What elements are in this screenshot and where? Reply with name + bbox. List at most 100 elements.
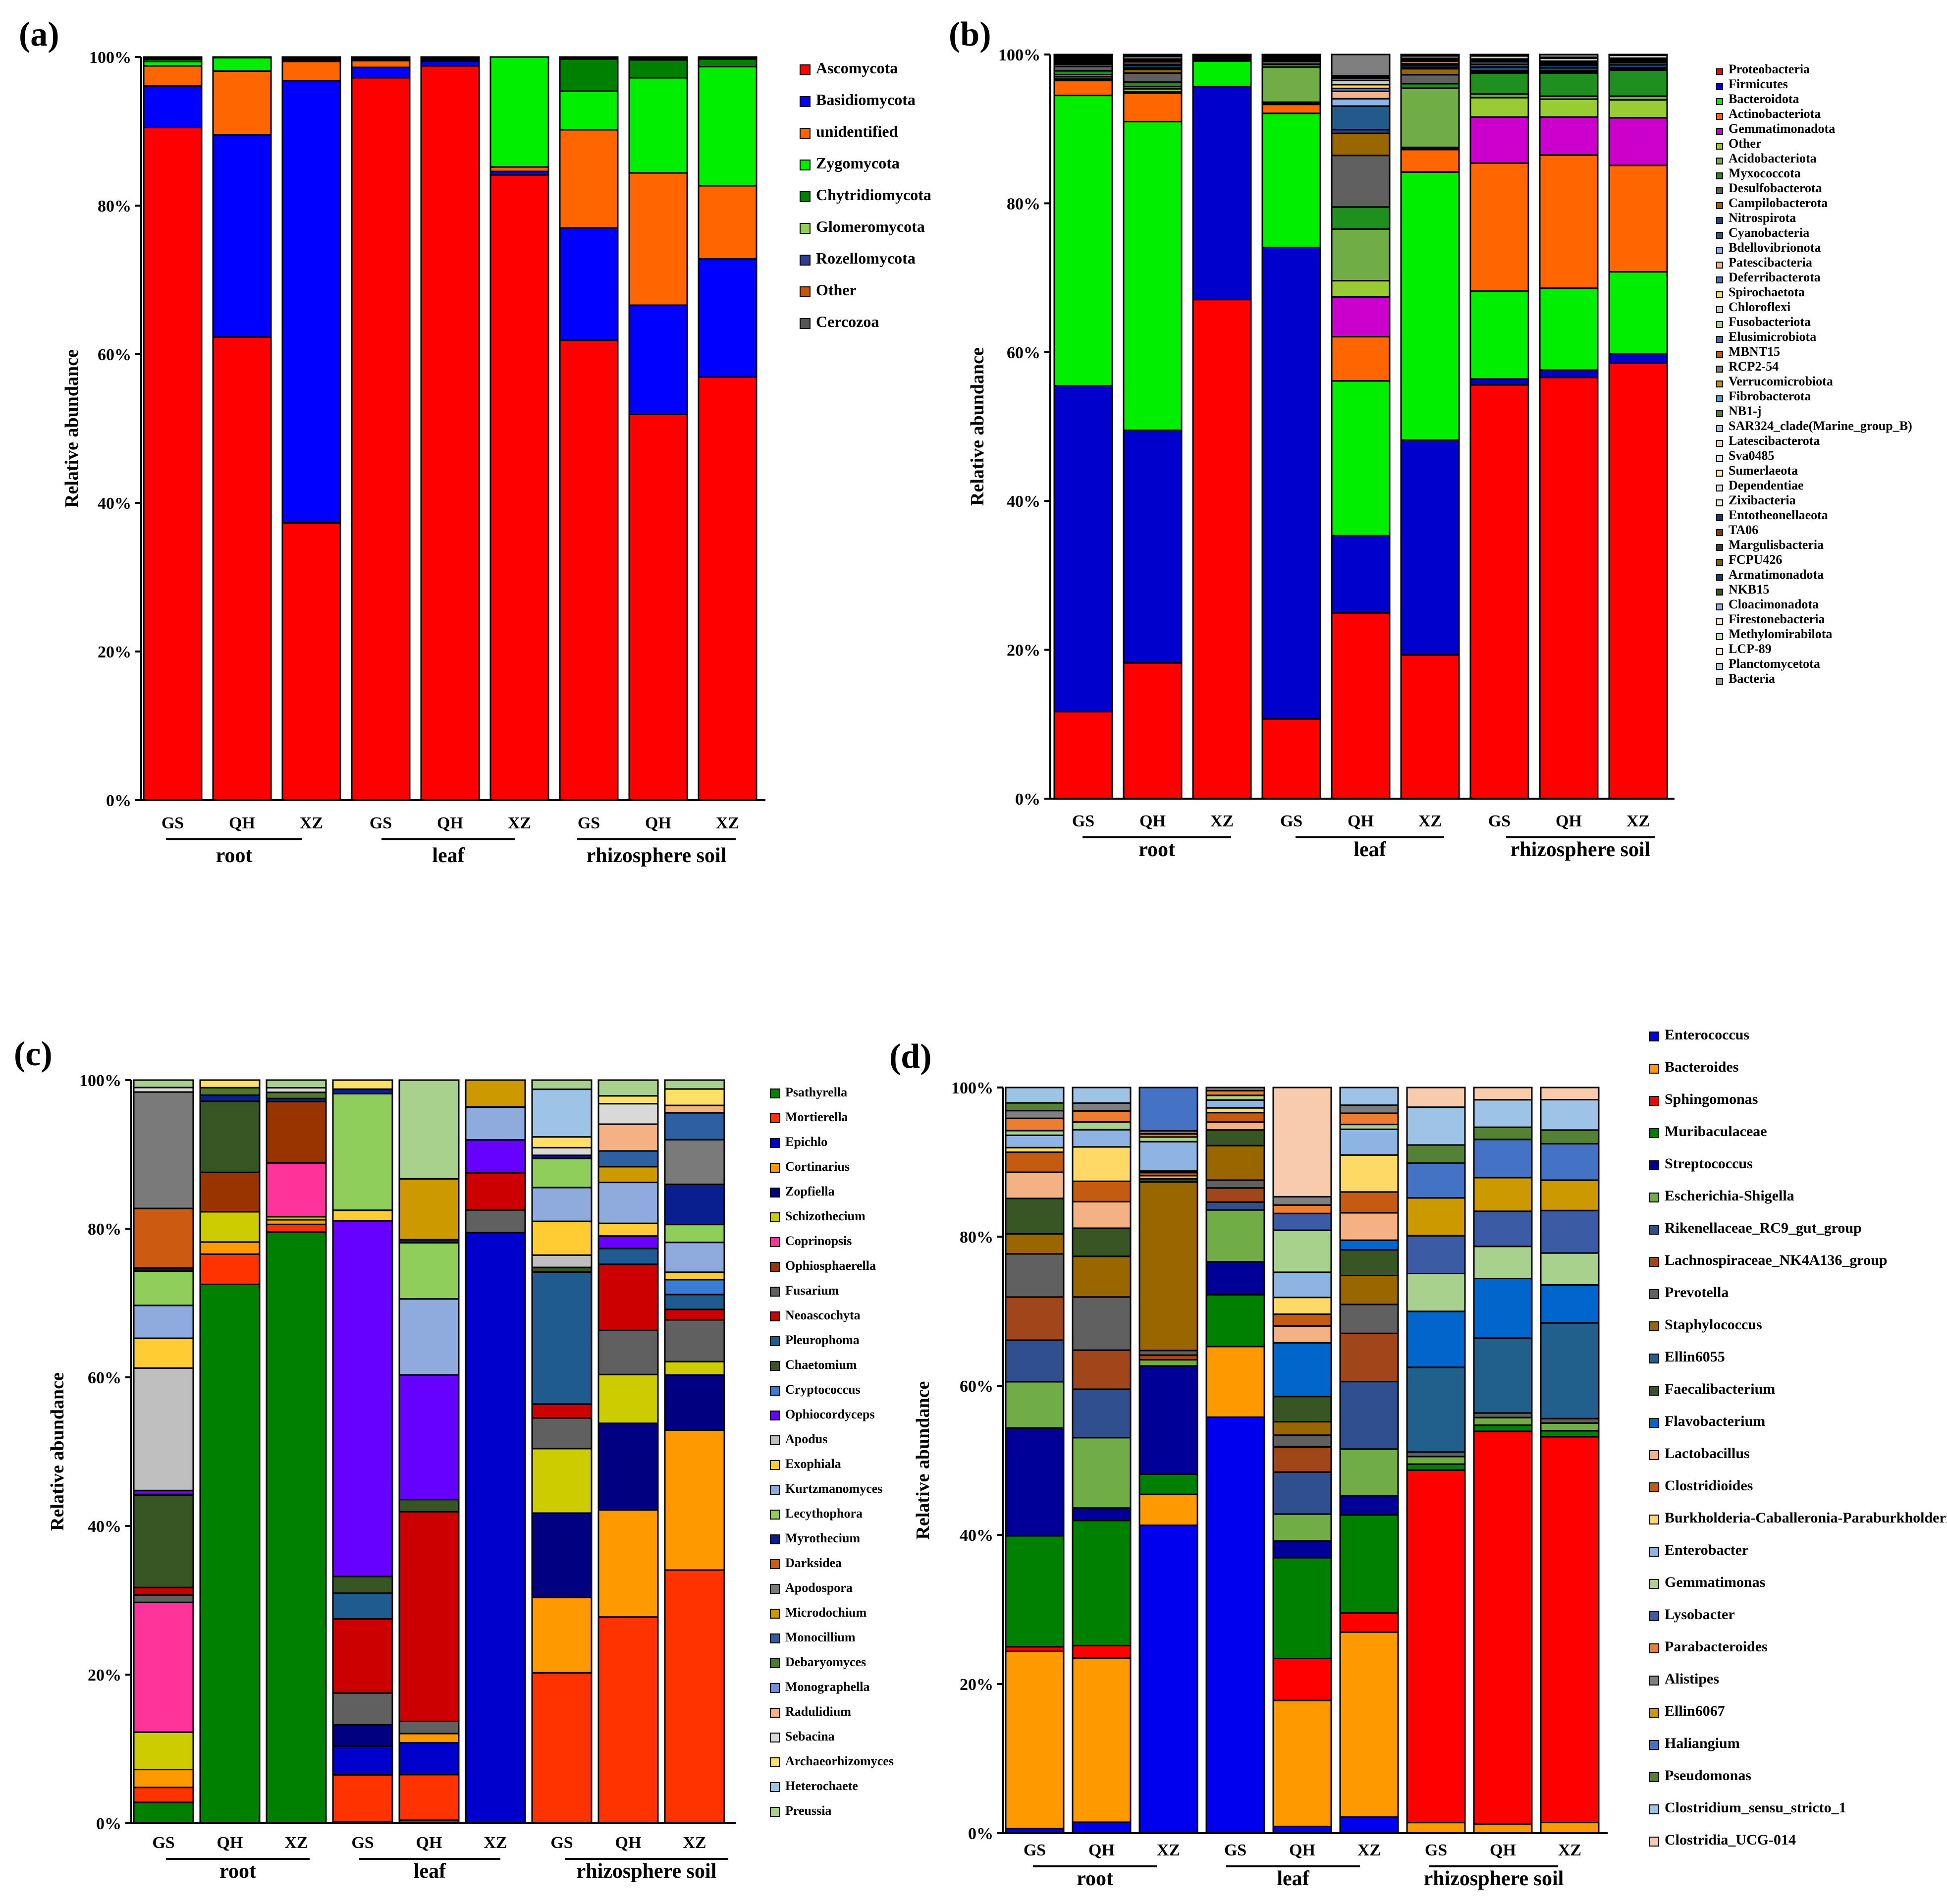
bar-segment-c-xz-30 — [664, 1079, 725, 1090]
x-tick-label: XZ — [1626, 812, 1650, 830]
bar-segment-c-xz-9 — [664, 1319, 725, 1362]
x-tick-label: GS — [1224, 1841, 1246, 1859]
legend-label: Deferribacterota — [1729, 270, 1821, 284]
bar-segment-c-gs-4 — [133, 1769, 194, 1789]
y-tick-label: 100% — [998, 46, 1040, 64]
legend-swatch — [1716, 217, 1723, 224]
legend-label: Bacteroides — [1665, 1059, 1738, 1075]
legend-label: Firmicutes — [1729, 77, 1788, 91]
legend-item: Darksidea — [770, 1556, 842, 1570]
bar-segment-d-gs-10 — [1005, 1233, 1065, 1255]
legend-swatch — [1716, 113, 1723, 120]
legend-item: Archaeorhizomyces — [770, 1754, 894, 1768]
bar-segment-c-qh-24 — [199, 1087, 261, 1096]
bar-segment-c-qh-14 — [597, 1235, 659, 1250]
legend-item: Chaetomium — [770, 1358, 857, 1372]
bar-segment-b-xz-17 — [1192, 54, 1252, 56]
bar-segment-d-xz-6 — [1138, 1359, 1198, 1367]
legend-swatch — [770, 1733, 780, 1742]
legend-label: Debaryomyces — [785, 1655, 866, 1669]
bar-segment-d-qh-5 — [1072, 1507, 1132, 1522]
bar-segment-a-xz-4 — [489, 56, 549, 168]
y-tick-label: 20% — [960, 1676, 993, 1694]
bar-segment-c-gs-16 — [133, 1337, 194, 1369]
bar-segment-d-qh-4 — [1072, 1520, 1132, 1646]
legend-item: Rikenellaceae_RC9_gut_group — [1649, 1220, 1862, 1236]
x-tick-label: XZ — [1558, 1841, 1581, 1859]
bar-segment-d-xz-6 — [1540, 1422, 1600, 1432]
bar-segment-d-xz-17 — [1339, 1128, 1399, 1156]
y-tick-label: 80% — [98, 197, 131, 216]
bar-segment-c-qh-30 — [597, 1079, 659, 1097]
legend-item: Ellin6055 — [1649, 1349, 1725, 1365]
bar-segment-d-qh-19 — [1272, 1212, 1332, 1231]
bar-segment-d-qh-3 — [1072, 1644, 1132, 1659]
legend-label: Parabacteroides — [1665, 1638, 1768, 1655]
legend-label: Faecalibacterium — [1665, 1381, 1775, 1397]
bar-segment-b-qh-3 — [1331, 380, 1391, 537]
legend-item: Myxococcota — [1716, 166, 1801, 180]
y-tick-label: 60% — [960, 1377, 993, 1396]
legend-swatch — [1716, 603, 1723, 610]
bar-segment-d-gs-19 — [1406, 1235, 1466, 1274]
x-tick-label: QH — [229, 814, 255, 832]
legend-item: Dependentiae — [1716, 478, 1804, 492]
legend-item: Lysobacter — [1649, 1606, 1735, 1623]
legend-label: Lachnospiraceae_NK4A136_group — [1665, 1252, 1887, 1268]
bar-segment-d-qh-9 — [1072, 1296, 1132, 1351]
x-tick-label: GS — [162, 814, 184, 832]
bar-segment-d-gs-7 — [1005, 1339, 1065, 1383]
bar-segment-b-qh-8 — [1539, 72, 1599, 97]
bar-segment-b-xz-20 — [1608, 54, 1668, 56]
bar-segment-d-gs-21 — [1205, 1087, 1265, 1091]
legend-label: Actinobacteriota — [1729, 107, 1821, 121]
legend-label: Kurtzmanomyces — [785, 1481, 882, 1496]
bar-segment-d-qh-10 — [1072, 1255, 1132, 1298]
legend-item: Desulfobacterota — [1716, 181, 1822, 195]
legend-label: Glomeromycota — [816, 218, 925, 235]
legend-item: Fusobacteriota — [1716, 315, 1811, 329]
group-label: rhizosphere soil — [577, 1860, 717, 1883]
y-axis-title: Relative abundance — [47, 1372, 68, 1531]
legend-item: Coprinopsis — [770, 1234, 852, 1248]
bar-segment-d-gs-9 — [1205, 1179, 1265, 1189]
bar-segment-c-gs-12 — [133, 1494, 194, 1588]
bar-segment-b-qh-1 — [1331, 612, 1391, 800]
panel-label: (c) — [14, 1035, 53, 1073]
bar-segment-b-xz-19 — [1400, 54, 1460, 56]
bar-segment-d-qh-6 — [1072, 1437, 1132, 1509]
y-tick-label: 80% — [1007, 195, 1040, 213]
legend-item: Pseudomonas — [1649, 1767, 1751, 1784]
y-tick-label: 0% — [968, 1825, 993, 1843]
group-label: leaf — [1277, 1867, 1309, 1890]
legend-item: Schizothecium — [770, 1209, 865, 1223]
legend-swatch — [1716, 485, 1723, 491]
group-label: leaf — [414, 1860, 446, 1883]
bar-segment-b-qh-4 — [1539, 154, 1599, 289]
bar-segment-b-xz-10 — [1400, 68, 1460, 76]
bar-segment-c-qh-8 — [199, 1171, 261, 1213]
bar-segment-d-gs-17 — [1205, 1099, 1265, 1109]
bar-segment-c-gs-21 — [133, 1091, 194, 1209]
group-label: leaf — [432, 844, 465, 867]
legend-swatch — [1649, 1708, 1659, 1718]
y-tick-label: 100% — [951, 1079, 993, 1097]
bar-segment-d-gs-11 — [1406, 1366, 1466, 1453]
legend-label: Myxococcota — [1729, 166, 1801, 180]
legend-swatch — [800, 191, 811, 202]
legend-swatch — [1716, 143, 1723, 150]
legend-label: Ophiocordyceps — [785, 1407, 875, 1421]
legend-label: Staphylococcus — [1665, 1316, 1762, 1333]
legend-item: Preussia — [770, 1803, 831, 1818]
bar-segment-d-gs-5 — [1205, 1261, 1265, 1296]
legend-label: Microdochium — [785, 1605, 867, 1620]
group-label: root — [1077, 1867, 1113, 1890]
bar-segment-d-qh-3 — [1473, 1430, 1533, 1825]
x-tick-label: XZ — [484, 1834, 507, 1852]
legend-swatch — [770, 1138, 780, 1148]
bar-segment-d-qh-13 — [1272, 1342, 1332, 1398]
legend-label: Monocillium — [785, 1630, 856, 1644]
bar-segment-c-xz-14 — [465, 1139, 526, 1174]
legend-item: Bacteria — [1716, 671, 1775, 686]
legend-item: Glomeromycota — [800, 218, 925, 235]
